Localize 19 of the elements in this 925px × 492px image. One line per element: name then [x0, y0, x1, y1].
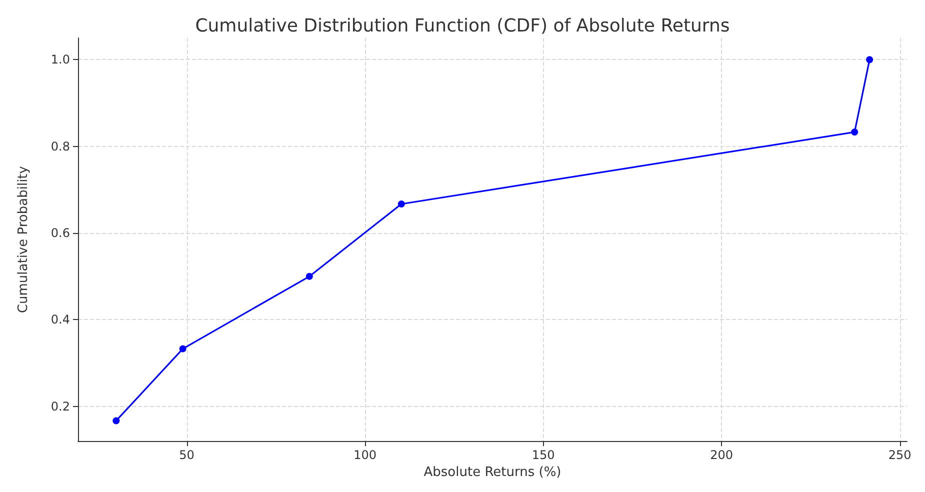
point [398, 200, 405, 208]
x-tick-label: 250 [888, 448, 912, 462]
x-tick-label: 200 [710, 448, 734, 462]
point [112, 417, 120, 424]
y-tick-label: 0.4 [50, 312, 70, 327]
y-axis-title: Cumulative Probability [16, 166, 31, 314]
point [179, 345, 186, 352]
point [306, 272, 313, 280]
x-tick-label: 150 [532, 448, 555, 462]
y-tick-label: 0.8 [50, 139, 70, 154]
x-tick-label: 100 [354, 448, 376, 462]
x-tick-label: 50 [179, 448, 194, 462]
point [851, 128, 858, 136]
y-tick-label: 1.0 [50, 52, 70, 67]
chart-title: Cumulative Distribution Function (CDF) of Absolute Returns [195, 16, 730, 36]
y-tick-label: 0.2 [50, 399, 70, 414]
x-axis-title: Absolute Returns (%) [424, 465, 562, 480]
point [866, 56, 874, 64]
y-tick-label: 0.6 [50, 226, 70, 240]
